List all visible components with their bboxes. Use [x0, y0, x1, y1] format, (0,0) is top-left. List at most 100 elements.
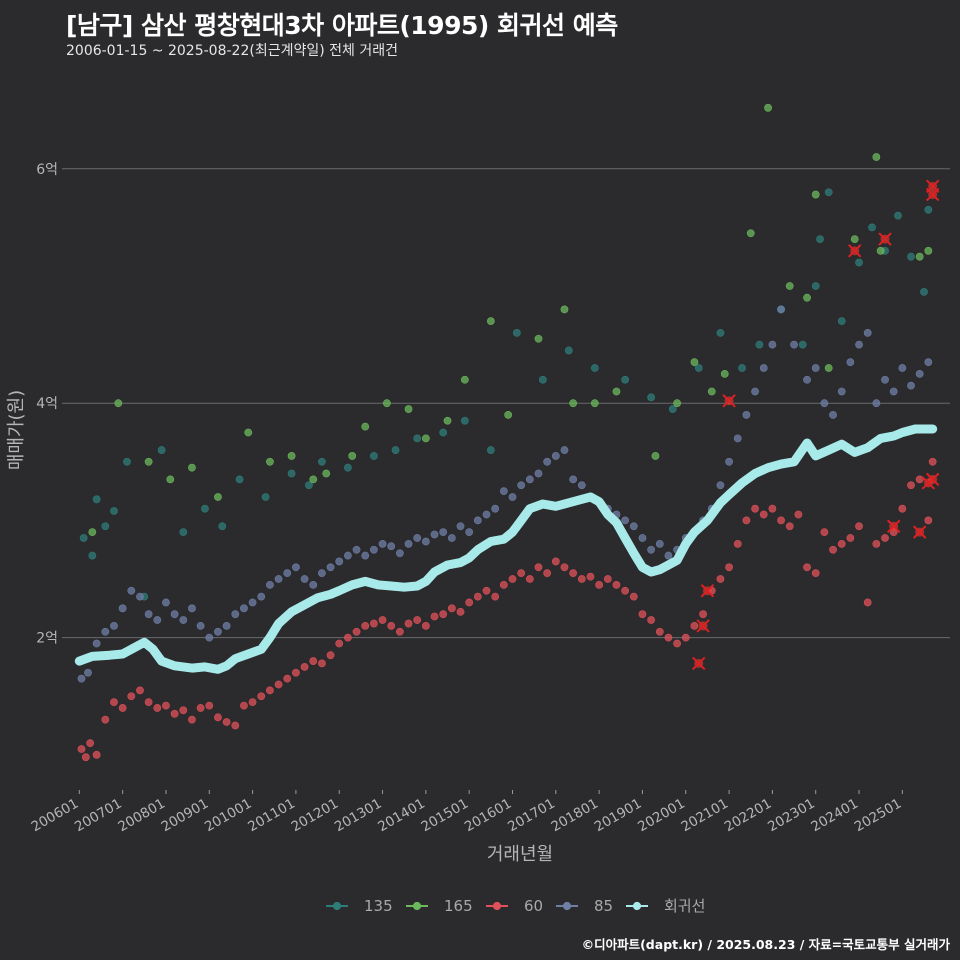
point-85: [499, 487, 508, 496]
point-60: [283, 674, 292, 683]
legend-label-85: 85: [594, 897, 613, 915]
x-tick-label: 202501: [852, 796, 905, 836]
point-85: [361, 551, 370, 560]
point-165: [486, 317, 495, 326]
point-60: [629, 592, 638, 601]
legend-swatch-dot-165: [412, 901, 422, 911]
point-135: [811, 282, 820, 290]
point-85: [846, 358, 855, 367]
highlight-marker: [700, 584, 715, 598]
point-85: [543, 457, 552, 466]
point-60: [248, 698, 257, 706]
point-165: [421, 434, 430, 443]
point-135: [855, 258, 863, 267]
point-60: [638, 610, 647, 619]
x-tick-label: 200901: [159, 796, 212, 836]
point-165: [746, 229, 755, 238]
point-60: [699, 610, 707, 619]
point-135: [413, 434, 422, 443]
point-135: [755, 340, 764, 349]
point-60: [759, 510, 768, 519]
point-135: [101, 522, 110, 531]
point-135: [157, 446, 166, 454]
point-85: [170, 610, 179, 619]
point-135: [79, 534, 88, 542]
point-60: [205, 701, 214, 710]
point-165: [707, 387, 716, 396]
point-60: [560, 563, 569, 572]
point-60: [751, 504, 759, 513]
point-85: [820, 399, 829, 408]
x-tick-label: 200801: [115, 796, 168, 836]
point-165: [361, 422, 370, 431]
x-tick-label: 200601: [29, 796, 82, 836]
point-60: [794, 510, 803, 519]
x-tick-label: 201201: [289, 796, 342, 836]
point-85: [257, 592, 266, 601]
point-60: [664, 633, 673, 642]
point-60: [586, 572, 595, 581]
point-165: [569, 399, 578, 408]
point-85: [777, 305, 785, 314]
point-85: [629, 522, 638, 531]
point-60: [846, 534, 855, 542]
point-85: [491, 504, 500, 513]
point-60: [803, 563, 811, 572]
point-135: [110, 507, 118, 515]
point-60: [456, 607, 465, 616]
point-60: [907, 481, 915, 490]
x-tick-label: 201901: [592, 796, 645, 836]
point-165: [560, 305, 569, 314]
point-165: [188, 463, 196, 472]
point-135: [486, 446, 495, 454]
point-165: [443, 416, 452, 425]
legend-label-135: 135: [364, 897, 393, 915]
highlight-x: [886, 519, 901, 533]
point-60: [881, 534, 889, 542]
legend-swatch-dot-60: [492, 901, 502, 911]
point-85: [560, 446, 569, 454]
point-85: [92, 639, 101, 648]
highlight-x: [925, 472, 940, 487]
point-165: [266, 457, 274, 466]
highlight-x: [847, 244, 862, 258]
x-tick-label: 201601: [462, 796, 515, 836]
highlight-marker: [925, 472, 940, 487]
x-tick-label: 201001: [202, 796, 255, 836]
x-tick-label: 202301: [765, 796, 818, 836]
point-60: [318, 659, 326, 668]
point-135: [305, 481, 313, 490]
point-85: [231, 610, 240, 619]
point-85: [863, 328, 872, 337]
point-135: [201, 504, 209, 513]
point-60: [742, 516, 751, 525]
point-60: [673, 639, 682, 648]
point-60: [811, 569, 820, 578]
point-60: [595, 580, 604, 589]
point-60: [162, 701, 170, 710]
legend-swatch-dot-135: [332, 901, 342, 911]
point-85: [378, 539, 387, 548]
point-135: [179, 528, 188, 537]
legend-label-165: 165: [444, 897, 473, 915]
point-85: [387, 542, 396, 551]
point-85: [716, 481, 725, 490]
point-60: [387, 622, 396, 630]
highlight-markers: [692, 179, 940, 671]
point-85: [638, 534, 647, 542]
point-135: [894, 211, 902, 220]
point-135: [924, 205, 933, 214]
point-135: [621, 375, 630, 384]
point-85: [551, 452, 560, 460]
point-60: [465, 598, 474, 607]
point-135: [123, 457, 131, 466]
point-165: [244, 428, 253, 437]
point-165: [404, 405, 413, 413]
point-165: [720, 369, 729, 378]
point-135: [439, 428, 448, 437]
point-60: [86, 739, 95, 748]
y-tick-label: 2억: [36, 631, 58, 647]
y-axis-title: 매매가(원): [6, 390, 27, 470]
point-60: [326, 651, 335, 660]
